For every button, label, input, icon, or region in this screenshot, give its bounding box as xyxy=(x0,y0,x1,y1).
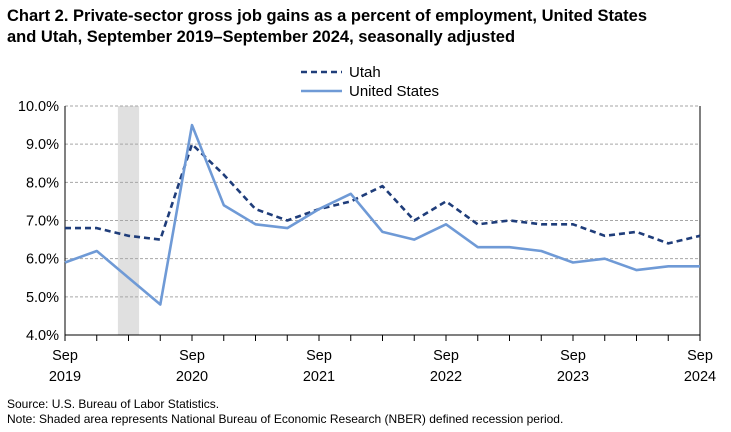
x-tick-label-year: 2023 xyxy=(557,369,589,385)
y-tick-label: 7.0% xyxy=(26,214,59,230)
y-tick-label: 5.0% xyxy=(26,290,59,306)
y-tick-label: 6.0% xyxy=(26,252,59,268)
x-tick-label-year: 2019 xyxy=(49,369,81,385)
recession-shading xyxy=(117,106,140,335)
footnote: Note: Shaded area represents National Bu… xyxy=(7,412,564,426)
x-tick-label-year: 2020 xyxy=(176,369,208,385)
y-tick-label: 10.0% xyxy=(18,99,59,115)
x-tick-label-month: Sep xyxy=(433,348,459,364)
x-tick-label-year: 2021 xyxy=(303,369,335,385)
source-note: Source: U.S. Bureau of Labor Statistics. xyxy=(7,397,220,411)
series-line-utah xyxy=(65,142,701,245)
legend-label: Utah xyxy=(349,64,381,81)
x-tick-label-month: Sep xyxy=(179,348,205,364)
y-tick-label: 8.0% xyxy=(26,175,59,191)
x-tick-label-month: Sep xyxy=(560,348,586,364)
x-tick-label-year: 2024 xyxy=(684,369,716,385)
legend-label: United States xyxy=(349,83,439,100)
chart-title: Chart 2. Private-sector gross job gains … xyxy=(7,6,727,48)
series-line-united-states xyxy=(64,123,700,306)
chart-title-line-2: and Utah, September 2019–September 2024,… xyxy=(7,28,516,46)
y-tick-label: 4.0% xyxy=(26,328,59,344)
x-tick-label-month: Sep xyxy=(52,348,78,364)
x-tick-label-month: Sep xyxy=(687,348,713,364)
x-tick-label-year: 2022 xyxy=(430,369,462,385)
x-tick-label-month: Sep xyxy=(306,348,332,364)
chart-title-line-1: Chart 2. Private-sector gross job gains … xyxy=(7,7,648,25)
y-tick-label: 9.0% xyxy=(26,137,59,153)
